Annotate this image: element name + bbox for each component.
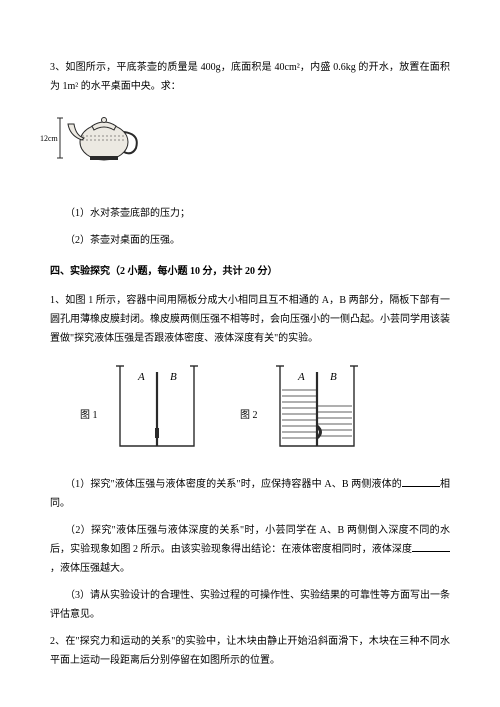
fig2-label: 图 2 (240, 409, 258, 421)
teapot-figure: 12cm (54, 106, 450, 190)
beaker-figures: 图 1 A B 图 2 (50, 358, 450, 461)
svg-text:B: B (330, 371, 337, 383)
s4-q1-sub2: （2）探究"液体压强与液体深度的关系"时，小芸同学在 A、B 两侧倒入深度不同的… (50, 521, 450, 578)
s4-q1-sub2-b: ，液体压强越大。 (50, 563, 130, 574)
svg-text:A: A (297, 371, 305, 383)
s4-q1-text: 1、如图 1 所示，容器中间用隔板分成大小相同且互不相通的 A，B 两部分，隔板… (50, 291, 450, 348)
q3-sub1: （1）水对茶壶底部的压力； (50, 204, 450, 223)
s4-q1-sub1: （1）探究"液体压强与液体密度的关系"时，应保持容器中 A、B 两侧液体的相同。 (50, 475, 450, 513)
s4-q2-text: 2、在"探究力和运动的关系"的实验中，让木块由静止开始沿斜面滑下，木块在三种不同… (50, 632, 450, 670)
teapot-height-label: 12cm (40, 131, 70, 146)
section4-title: 四、实验探究（2 小题，每小题 10 分，共计 20 分） (50, 262, 450, 281)
blank-1 (402, 478, 440, 487)
s4-q1-sub2-a: （2）探究"液体压强与液体深度的关系"时，小芸同学在 A、B 两侧倒入深度不同的… (50, 525, 450, 555)
svg-text:B: B (170, 371, 177, 383)
blank-2 (412, 543, 450, 552)
q3-sub2: （2）茶壶对桌面的压强。 (50, 231, 450, 250)
q3-text: 3、如图所示，平底茶壶的质量是 400g，底面积是 40cm²，内盛 0.6kg… (50, 58, 450, 96)
fig1-label: 图 1 (80, 409, 98, 421)
s4-q1-sub3: （3）请从实验设计的合理性、实验过程的可操作性、实验结果的可靠性等方面写出一条评… (50, 586, 450, 624)
svg-text:A: A (137, 371, 145, 383)
s4-q1-sub1-a: （1）探究"液体压强与液体密度的关系"时，应保持容器中 A、B 两侧液体的 (65, 479, 402, 490)
